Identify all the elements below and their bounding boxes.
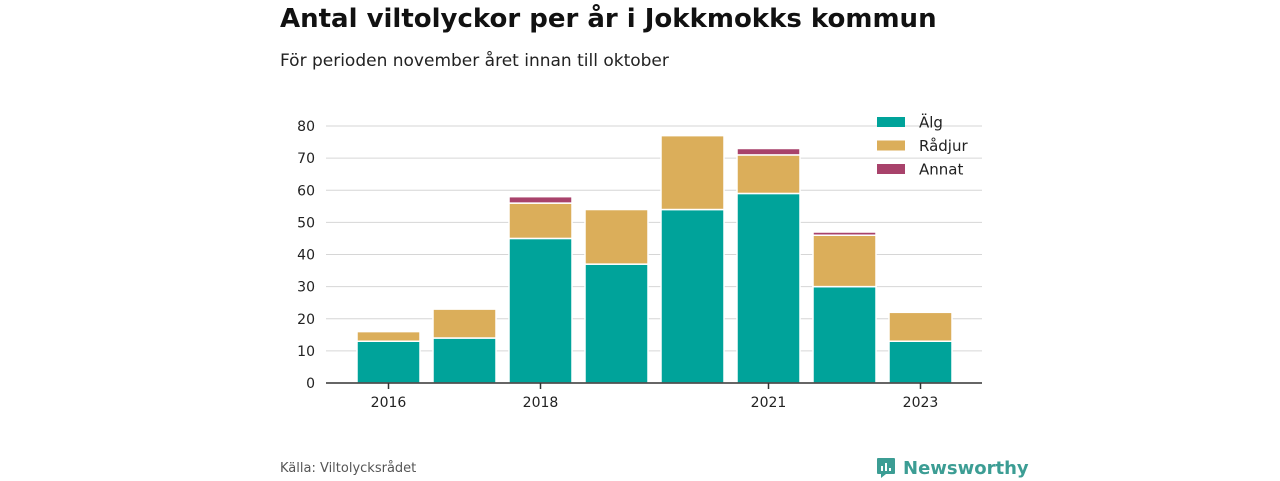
x-tick-label: 2023 <box>903 395 939 411</box>
legend-label-Rådjur: Rådjur <box>919 137 968 155</box>
x-axis-ticks: 2016 2018 2021 2023 <box>371 383 939 411</box>
bar-Annat-2021 <box>736 147 801 156</box>
bar-Älg-2020 <box>660 208 725 384</box>
bar-Älg-2017 <box>432 337 497 384</box>
bar-Älg-2019 <box>584 263 649 384</box>
gridlines <box>326 125 982 352</box>
bar-Annat-2022 <box>812 231 877 236</box>
bar-Älg-2023 <box>888 340 953 384</box>
x-tick-label: 2021 <box>751 395 787 411</box>
bars <box>356 134 953 384</box>
legend-label-Annat: Annat <box>919 161 963 179</box>
y-tick-label: 40 <box>297 248 315 264</box>
y-tick-label: 50 <box>297 215 315 231</box>
bar-Rådjur-2023 <box>888 311 953 342</box>
y-tick-label: 20 <box>297 312 315 328</box>
chart-title: Antal viltolyckor per år i Jokkmokks kom… <box>280 4 937 34</box>
source-note: Källa: Viltolycksrådet <box>280 461 417 476</box>
legend-swatch-Älg <box>877 117 905 127</box>
y-tick-label: 70 <box>297 151 315 167</box>
x-tick-label: 2016 <box>371 395 407 411</box>
bar-Rådjur-2019 <box>584 208 649 265</box>
x-tick-label: 2018 <box>523 395 559 411</box>
legend-swatch-Rådjur <box>877 140 905 151</box>
bar-Rådjur-2016 <box>356 330 421 342</box>
y-tick-label: 60 <box>297 183 315 199</box>
brand-name: Newsworthy <box>903 457 1029 479</box>
bar-Annat-2018 <box>508 195 573 204</box>
bar-Rådjur-2017 <box>432 308 497 339</box>
y-tick-label: 80 <box>297 119 315 135</box>
bar-Rådjur-2018 <box>508 202 573 240</box>
y-tick-label: 0 <box>306 376 315 392</box>
bar-Rådjur-2021 <box>736 154 801 195</box>
legend-swatch-Annat <box>877 164 905 174</box>
newsworthy-brand[interactable]: Newsworthy <box>876 455 1029 481</box>
bar-Älg-2016 <box>356 340 421 384</box>
legend: Älg Rådjur Annat <box>877 113 968 179</box>
bar-Rådjur-2022 <box>812 234 877 288</box>
y-tick-label: 30 <box>297 280 315 296</box>
y-axis-ticks: 0 10 20 30 40 50 60 70 80 <box>297 119 315 392</box>
bar-Älg-2021 <box>736 192 801 384</box>
legend-label-Älg: Älg <box>919 113 943 132</box>
bar-Rådjur-2020 <box>660 134 725 211</box>
chart-subtitle: För perioden november året innan till ok… <box>280 51 669 71</box>
y-tick-label: 10 <box>297 344 315 360</box>
bar-Älg-2018 <box>508 237 573 384</box>
bar-Älg-2022 <box>812 285 877 384</box>
newsworthy-logo-icon <box>877 458 895 478</box>
